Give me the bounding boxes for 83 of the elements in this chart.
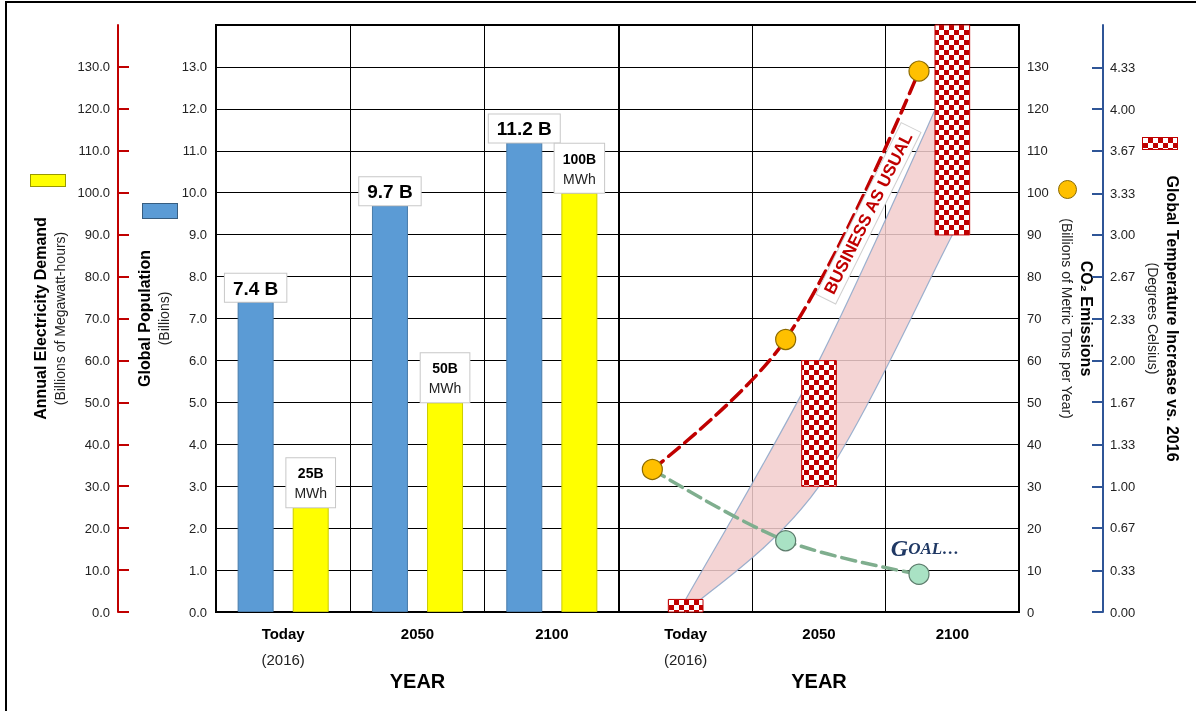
y2-tick-label: 90.0 [84, 227, 110, 243]
y2-tick-label: 2.67 [1110, 268, 1136, 284]
y-tick-label: 70 [1027, 311, 1042, 326]
y-tick-label: 12.0 [181, 101, 207, 117]
y2-tick-label: 4.33 [1110, 60, 1136, 76]
y-axis-title: CO₂ Emissions (Billions of Metric Tons per Year) [1058, 218, 1095, 419]
x-tick-label: 2100 [535, 624, 569, 642]
y-tick-label: 40 [1027, 436, 1042, 452]
y2-tick-label: 0.0 [91, 604, 110, 620]
data-label: 50B MWh [428, 360, 462, 397]
y2-tick-label: 20.0 [84, 520, 110, 536]
y-tick-label: 7.0 [188, 311, 207, 326]
y-tick-label: 8.0 [188, 269, 207, 285]
y-tick-label: 130 [1027, 59, 1049, 75]
y-tick-label: 80 [1027, 269, 1042, 285]
y2-tick-label: 3.67 [1110, 143, 1136, 159]
y2-tick-label: 110.0 [78, 143, 110, 159]
point [641, 458, 663, 481]
y2-tick-label: 80.0 [84, 269, 110, 285]
y-tick-label: 110 [1027, 143, 1048, 159]
y-tick-label: 4.0 [188, 436, 207, 452]
y-tick-label: 1.0 [188, 562, 207, 578]
y-tick-label: 60 [1027, 352, 1042, 368]
point [908, 563, 930, 585]
y-tick-label: 2.0 [188, 520, 207, 536]
y-tick-label: 3.0 [188, 478, 207, 494]
point [908, 60, 930, 82]
x-tick-label: Today (2016) [261, 624, 306, 668]
y-tick-label: 90 [1027, 227, 1042, 243]
bar [934, 24, 971, 236]
data-label: 7.4 B [232, 277, 279, 299]
y-axis-title: Global Population (Billions) [135, 250, 172, 387]
y-tick-label: 30 [1027, 478, 1042, 494]
point [775, 530, 797, 552]
data-label: 100B MWh [562, 150, 597, 187]
y2-tick-label: 120.0 [77, 101, 110, 117]
y-tick-label: 9.0 [188, 227, 207, 243]
y2-tick-label: 0.00 [1110, 604, 1136, 620]
data-label: 11.2 B [496, 118, 552, 140]
y2-tick-label: 50.0 [84, 394, 110, 410]
y-tick-label: 50 [1027, 394, 1042, 410]
y-tick-label: 120 [1027, 101, 1049, 117]
y2-tick-label: 40.0 [84, 436, 110, 452]
y-tick-label: 13.0 [181, 59, 207, 75]
y2-tick-label: 3.33 [1110, 185, 1136, 201]
x-tick-label: Today (2016) [663, 624, 708, 668]
y-tick-label: 5.0 [188, 394, 207, 410]
y2-tick-label: 2.33 [1110, 311, 1136, 327]
y-tick-label: 100 [1027, 185, 1049, 201]
y2-tick-label: 1.00 [1110, 478, 1136, 494]
y2-tick-label: 130.0 [77, 59, 110, 75]
y2-axis-title: Annual Electricity Demand (Billions of Megawatt-hours) [31, 217, 68, 420]
y-tick-label: 0 [1027, 604, 1035, 620]
y-tick-label: 10 [1027, 562, 1042, 578]
y2-tick-label: 60.0 [84, 352, 110, 368]
x-tick-label: 2050 [400, 624, 435, 642]
x-axis-title: YEAR [389, 670, 446, 693]
y2-axis-title: Global Temperature Increase vs. 2016 (Degrees Celsius) [1145, 175, 1182, 462]
x-tick-label: 2050 [802, 624, 836, 642]
y2-tick-label: 10.0 [84, 562, 110, 578]
data-label: 9.7 B [367, 181, 413, 203]
y-tick-label: 10.0 [181, 185, 207, 201]
y2-tick-label: 70.0 [84, 311, 110, 326]
y2-tick-label: 2.00 [1110, 353, 1136, 369]
x-axis-title: YEAR [791, 670, 848, 693]
x-tick-label: 2100 [935, 624, 970, 642]
series-label: GOAL… [890, 535, 960, 562]
y2-tick-label: 4.00 [1110, 101, 1136, 117]
y2-tick-label: 0.67 [1110, 520, 1136, 536]
y-tick-label: 11.0 [182, 143, 207, 159]
y2-tick-label: 30.0 [84, 478, 110, 494]
y2-tick-label: 0.33 [1110, 563, 1136, 579]
y2-tick-label: 1.67 [1110, 394, 1136, 410]
y2-tick-label: 1.33 [1110, 437, 1136, 453]
point [775, 328, 797, 351]
bar [801, 360, 837, 487]
y2-tick-label: 100.0 [77, 185, 110, 201]
y-tick-label: 6.0 [188, 352, 207, 368]
y-tick-label: 20 [1027, 520, 1042, 536]
data-label: 25B MWh [294, 465, 328, 502]
y2-tick-label: 3.00 [1110, 227, 1136, 243]
bar [667, 598, 704, 613]
y-tick-label: 0.0 [188, 604, 207, 620]
